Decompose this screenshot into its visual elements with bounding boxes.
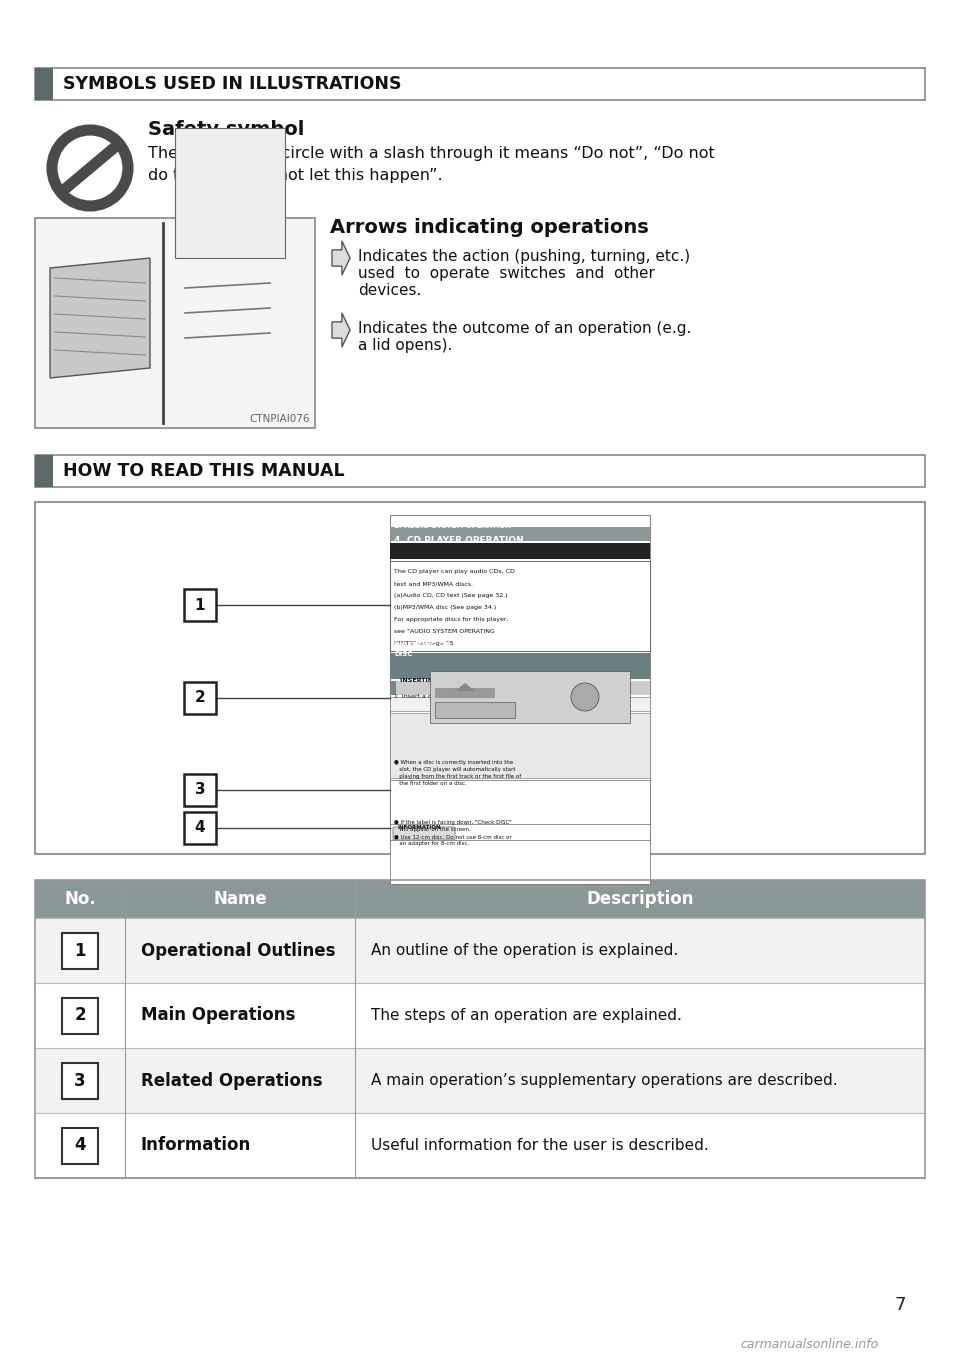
Text: INSERTING A DISC: INSERTING A DISC (400, 679, 464, 683)
Text: Description: Description (587, 889, 694, 908)
Text: Indicates the action (pushing, turning, etc.): Indicates the action (pushing, turning, … (358, 249, 690, 264)
Text: CTNPIAI076: CTNPIAI076 (250, 413, 310, 424)
Bar (184, 774, 216, 806)
Text: 2: 2 (195, 691, 205, 706)
Text: No.: No. (64, 889, 96, 908)
Polygon shape (455, 683, 475, 691)
Bar (390, 560, 650, 651)
Polygon shape (332, 241, 350, 275)
FancyBboxPatch shape (393, 827, 455, 840)
Bar (390, 713, 650, 778)
Bar (35, 68, 53, 101)
Text: (a)Audio CD, CD text (See page 32.): (a)Audio CD, CD text (See page 32.) (394, 593, 508, 598)
Bar (435, 688, 495, 698)
Text: used  to  operate  switches  and  other: used to operate switches and other (358, 267, 655, 282)
Bar (184, 812, 216, 845)
Bar (390, 526, 650, 541)
Text: do this”, or “Do not let this happen”.: do this”, or “Do not let this happen”. (148, 169, 443, 184)
Polygon shape (332, 313, 350, 347)
Text: 4: 4 (195, 820, 205, 835)
Bar (390, 781, 650, 824)
Bar (390, 681, 650, 695)
Bar (390, 681, 396, 695)
Text: Name: Name (213, 889, 267, 908)
Text: carmanualsonline.info: carmanualsonline.info (741, 1338, 879, 1352)
Text: The CD player can play audio CDs, CD: The CD player can play audio CDs, CD (394, 568, 515, 574)
Text: An outline of the operation is explained.: An outline of the operation is explained… (371, 942, 679, 957)
Text: 4: 4 (74, 1137, 85, 1155)
Text: HINTS" on page 55.: HINTS" on page 55. (394, 641, 455, 646)
Bar (184, 681, 216, 714)
Text: 1. AUDIO SYSTEM OPERATION: 1. AUDIO SYSTEM OPERATION (394, 524, 512, 529)
Bar (35, 456, 53, 487)
Bar (35, 880, 925, 918)
Text: INFORMATION: INFORMATION (398, 826, 442, 830)
Text: 2: 2 (74, 1006, 85, 1024)
Bar (184, 589, 216, 622)
Bar (175, 128, 285, 258)
Text: Operational Outlines: Operational Outlines (141, 941, 335, 960)
Text: INSERTING OR EJECTING A
DISC: INSERTING OR EJECTING A DISC (394, 642, 496, 657)
Bar (62, 997, 98, 1034)
Bar (390, 543, 650, 559)
Text: 3: 3 (74, 1072, 85, 1089)
Text: For appropriate discs for this player,: For appropriate discs for this player, (394, 617, 509, 622)
Text: Useful information for the user is described.: Useful information for the user is descr… (371, 1138, 708, 1153)
Bar (62, 1127, 98, 1164)
Polygon shape (50, 258, 150, 378)
Bar (35, 918, 925, 983)
Text: A main operation’s supplementary operations are described.: A main operation’s supplementary operati… (371, 1073, 838, 1088)
Text: 7: 7 (895, 1296, 905, 1314)
Text: Related Operations: Related Operations (141, 1072, 323, 1089)
Bar (62, 1062, 98, 1099)
Text: 1  Insert a disc with the label side up.: 1 Insert a disc with the label side up. (394, 694, 513, 699)
Text: Information: Information (141, 1137, 252, 1155)
Bar (390, 840, 650, 884)
Bar (35, 456, 925, 487)
Text: devices.: devices. (358, 283, 421, 298)
Text: Arrows indicating operations: Arrows indicating operations (330, 218, 649, 237)
Text: 1: 1 (74, 941, 85, 960)
Text: HOW TO READ THIS MANUAL: HOW TO READ THIS MANUAL (63, 462, 345, 480)
Bar (35, 68, 925, 101)
Text: see "AUDIO SYSTEM OPERATING: see "AUDIO SYSTEM OPERATING (394, 628, 494, 634)
Bar (35, 983, 925, 1049)
Text: Indicates the outcome of an operation (e.g.: Indicates the outcome of an operation (e… (358, 321, 691, 336)
Text: text and MP3/WMA discs.: text and MP3/WMA discs. (394, 581, 473, 586)
Bar (35, 1112, 925, 1178)
Bar (390, 515, 650, 845)
Bar (435, 702, 515, 718)
Text: Main Operations: Main Operations (141, 1006, 296, 1024)
Bar (390, 696, 650, 711)
Text: The symbol of a circle with a slash through it means “Do not”, “Do not: The symbol of a circle with a slash thro… (148, 146, 715, 160)
Text: ● When a disc is correctly inserted into the
   slot, the CD player will automat: ● When a disc is correctly inserted into… (394, 760, 521, 786)
Bar (35, 218, 315, 428)
Circle shape (571, 683, 599, 711)
Text: Safety symbol: Safety symbol (148, 120, 304, 139)
Text: 3: 3 (195, 782, 205, 797)
Bar (35, 502, 925, 854)
Text: ● If the label is facing down, "Check DISC"
   will appear on the screen.
● Use : ● If the label is facing down, "Check DI… (394, 820, 512, 846)
Text: a lid opens).: a lid opens). (358, 339, 452, 354)
Bar (390, 653, 650, 679)
Bar (430, 670, 630, 724)
Text: 1: 1 (195, 597, 205, 612)
Text: 4. CD PLAYER OPERATION: 4. CD PLAYER OPERATION (394, 536, 524, 545)
Bar (35, 880, 925, 1178)
Bar (35, 1049, 925, 1112)
Text: SYMBOLS USED IN ILLUSTRATIONS: SYMBOLS USED IN ILLUSTRATIONS (63, 75, 401, 92)
Bar (62, 933, 98, 968)
Text: The steps of an operation are explained.: The steps of an operation are explained. (371, 1008, 682, 1023)
Text: (b)MP3/WMA disc (See page 34.): (b)MP3/WMA disc (See page 34.) (394, 605, 496, 611)
